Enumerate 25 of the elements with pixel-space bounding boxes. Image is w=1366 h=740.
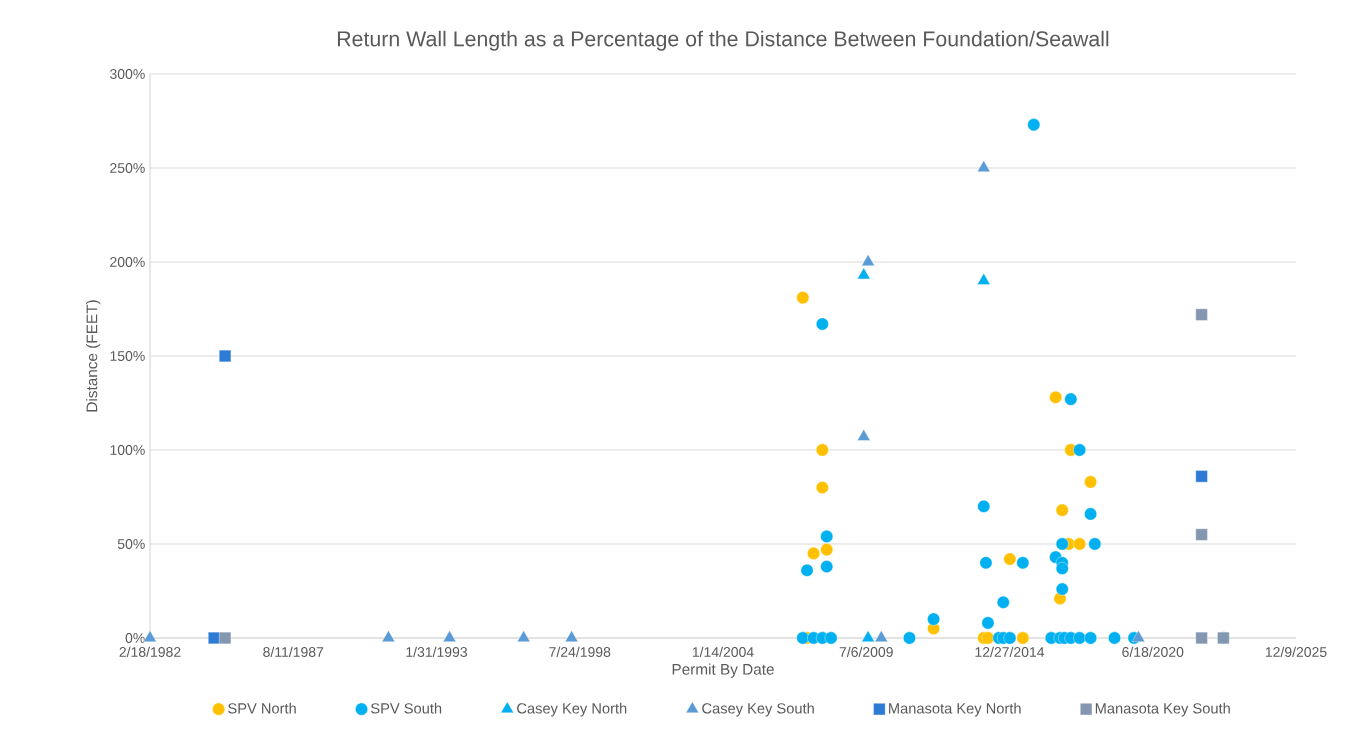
legend-label: Casey Key North: [517, 702, 627, 717]
legend-label: Manasota Key South: [1095, 702, 1230, 717]
legend-label: SPV North: [228, 702, 296, 714]
x-tick-label: 12/9/2025: [1265, 646, 1327, 657]
y-tick-label: 0%: [125, 633, 145, 643]
y-tick-label: 150%: [110, 351, 145, 361]
y-tick-label: 300%: [110, 69, 145, 79]
chart-title: Return Wall Length as a Percentage of the Distance Between Foundation/Seawall: [337, 30, 1109, 51]
x-tick-label: 12/27/2014: [975, 646, 1045, 657]
x-tick-label: 1/31/1993: [406, 646, 468, 657]
y-tick-label: 50%: [117, 539, 145, 549]
y-tick-label: 200%: [110, 257, 145, 267]
legend-label: Casey Key South: [702, 702, 814, 717]
y-tick-label: 100%: [110, 445, 145, 455]
x-axis-title: Permit By Date: [672, 663, 774, 678]
x-tick-label: 7/24/1998: [549, 646, 611, 657]
x-tick-label: 8/11/1987: [263, 646, 324, 657]
x-tick-label: 2/18/1982: [119, 646, 181, 657]
legend-label: SPV South: [371, 702, 442, 714]
x-tick-label: 7/6/2009: [839, 646, 893, 657]
x-tick-label: 6/18/2020: [1122, 646, 1184, 657]
x-tick-label: 1/14/2004: [692, 646, 754, 657]
legend-label: Manasota Key North: [889, 702, 1021, 717]
y-axis-title: Distance (FEET): [86, 300, 101, 412]
y-tick-label: 250%: [110, 163, 145, 173]
